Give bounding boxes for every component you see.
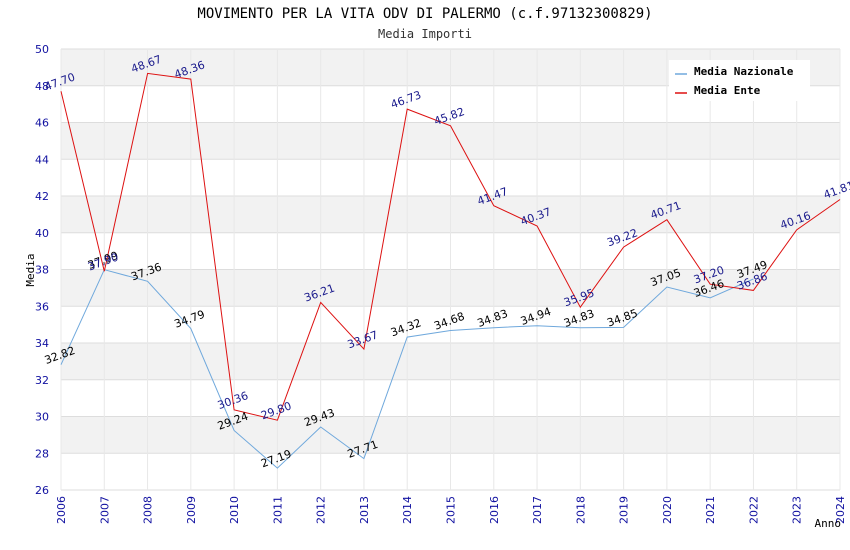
y-tick-label: 44 <box>35 153 49 166</box>
data-label: 34.83 <box>562 307 596 330</box>
x-tick-label: 2024 <box>834 496 847 524</box>
y-tick-label: 46 <box>35 117 49 130</box>
y-tick-label: 34 <box>35 337 49 350</box>
y-tick-label: 32 <box>35 374 49 387</box>
y-axis-ticks: 26 28 30 32 34 36 38 40 42 44 46 48 50 <box>35 43 49 497</box>
x-tick-label: 2017 <box>531 496 544 524</box>
y-tick-label: 40 <box>35 227 49 240</box>
chart-subtitle: Media Importi <box>378 27 472 41</box>
y-tick-label: 26 <box>35 484 49 497</box>
y-tick-label: 30 <box>35 411 49 424</box>
data-label: 34.83 <box>476 307 510 330</box>
x-tick-label: 2015 <box>445 496 458 524</box>
grid-bands <box>60 48 841 491</box>
data-labels: 32.8237.9937.3634.7929.2427.1929.4327.71… <box>43 53 850 471</box>
x-tick-label: 2021 <box>704 496 717 524</box>
x-tick-label: 2023 <box>791 496 804 524</box>
legend-label-media-ente: Media Ente <box>694 84 761 97</box>
x-axis-ticks: 2006 2007 2008 2009 2010 2011 2012 2013 2014 2015… <box>55 496 847 524</box>
series-lines <box>60 72 841 469</box>
y-tick-label: 38 <box>35 264 49 277</box>
data-label: 34.68 <box>432 310 466 333</box>
x-tick-label: 2014 <box>401 496 414 524</box>
data-label: 34.94 <box>519 305 553 328</box>
y-tick-label: 36 <box>35 300 49 313</box>
x-tick-label: 2013 <box>358 496 371 524</box>
x-tick-label: 2006 <box>55 496 68 524</box>
x-tick-label: 2011 <box>271 496 284 524</box>
x-tick-label: 2016 <box>488 496 501 524</box>
x-tick-label: 2010 <box>228 496 241 524</box>
legend-label-media-nazionale: Media Nazionale <box>694 65 794 78</box>
series-line-media-ente <box>60 72 841 421</box>
data-label: 47.70 <box>43 70 77 93</box>
data-label: 30.36 <box>216 389 250 412</box>
data-label: 34.85 <box>605 307 639 330</box>
y-axis-label: Media <box>24 253 37 286</box>
x-tick-label: 2009 <box>185 496 198 524</box>
y-tick-label: 42 <box>35 190 49 203</box>
x-tick-label: 2007 <box>98 496 111 524</box>
y-tick-label: 48 <box>35 80 49 93</box>
y-tick-label: 28 <box>35 447 49 460</box>
x-tick-label: 2022 <box>747 496 760 524</box>
x-tick-label: 2018 <box>574 496 587 524</box>
x-axis-label: Anno <box>815 517 842 530</box>
x-tick-label: 2012 <box>315 496 328 524</box>
x-tick-label: 2020 <box>661 496 674 524</box>
data-label: 46.73 <box>389 88 423 111</box>
legend-box <box>669 60 810 101</box>
x-tick-label: 2008 <box>142 496 155 524</box>
legend: Media Nazionale Media Ente <box>669 60 810 101</box>
x-tick-label: 2019 <box>618 496 631 524</box>
series-line-media-nazionale <box>60 269 754 469</box>
y-tick-label: 50 <box>35 43 49 56</box>
chart-title: MOVIMENTO PER LA VITA ODV DI PALERMO (c.… <box>197 6 653 22</box>
